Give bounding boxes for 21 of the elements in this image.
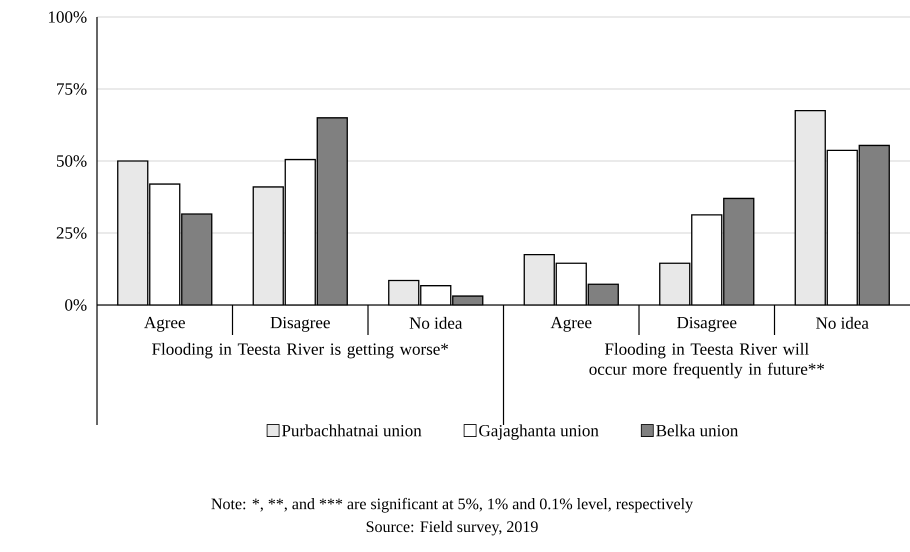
text: Flooding in Teesta River will occur more frequently in future** (589, 342, 824, 378)
text: **, (268, 498, 287, 512)
source-note: Source: Field survey, 2019 (366, 520, 538, 536)
x-tick-label: Disagree (270, 316, 330, 332)
y-tick-label: 0% (65, 299, 87, 311)
x-tick-label: No idea (410, 316, 462, 329)
y-tick-label: 25% (56, 227, 87, 239)
x-tick-label: Agree (144, 316, 185, 332)
legend-label: Belka union (656, 424, 738, 436)
text: and *** (292, 498, 342, 510)
y-tick-label: 50% (56, 155, 87, 167)
y-tick-label: 100% (48, 11, 87, 23)
x-tick-label: No idea (816, 316, 869, 329)
text: Flooding in Teesta River is getting worse* (152, 342, 448, 358)
x-tick-label: Agree (550, 316, 592, 332)
y-tick-label: 75% (57, 83, 87, 95)
legend-label: Gajaghanta union (479, 424, 599, 440)
text: are significant at 5%, 1% and 0.1% level, respectively (348, 498, 694, 513)
x-tick-label: Disagree (677, 316, 736, 332)
legend-label: Purbachhatnai union (282, 424, 422, 436)
text: Note: *, (211, 498, 263, 512)
